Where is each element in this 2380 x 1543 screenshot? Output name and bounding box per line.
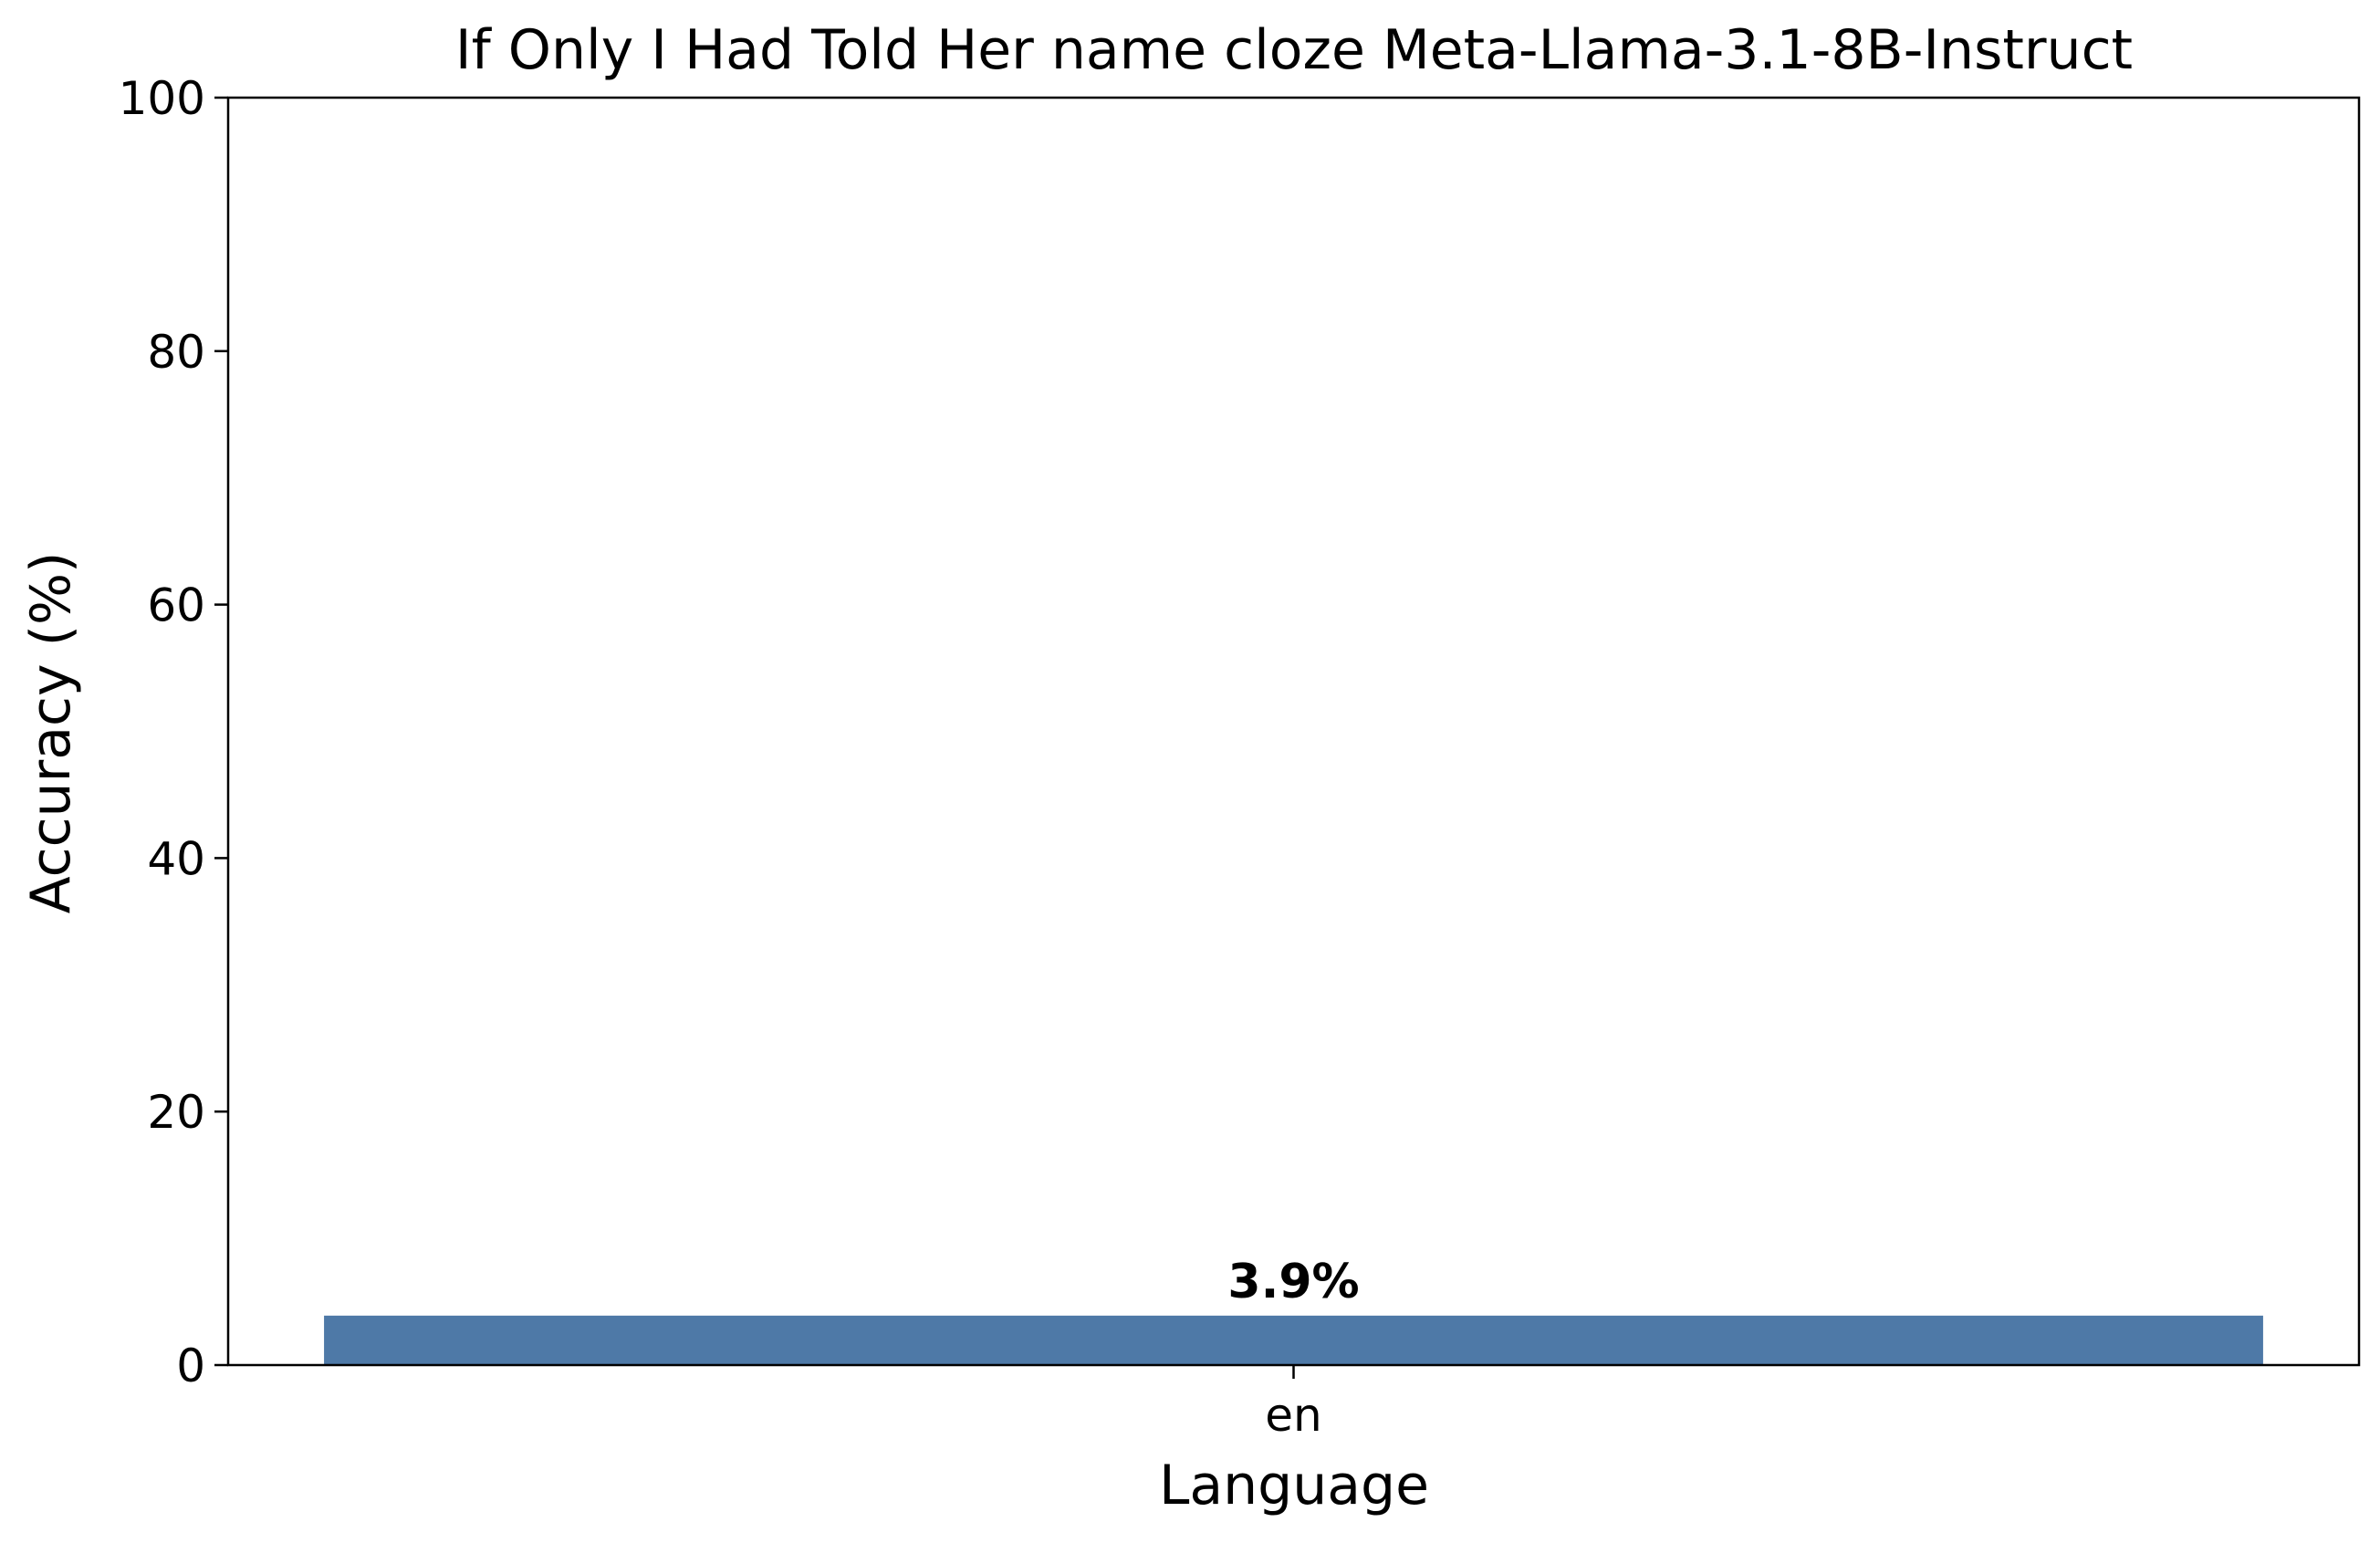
bar-en bbox=[324, 1315, 2263, 1365]
x-tick-label: en bbox=[1265, 1389, 1321, 1442]
y-axis-ticks: 0 20 40 60 80 100 bbox=[119, 72, 228, 1392]
x-axis-ticks: en bbox=[1265, 1365, 1322, 1442]
y-tick-label: 100 bbox=[119, 72, 205, 125]
x-axis-label: Language bbox=[1159, 1454, 1429, 1517]
data-labels: 3.9% bbox=[1227, 1255, 1359, 1309]
y-tick-label: 40 bbox=[147, 832, 205, 885]
bar-value-label: 3.9% bbox=[1227, 1255, 1359, 1309]
plot-frame bbox=[226, 96, 2361, 1367]
y-tick-label: 20 bbox=[147, 1086, 205, 1139]
y-axis-label: Accuracy (%) bbox=[19, 552, 83, 914]
y-tick-label: 60 bbox=[147, 579, 205, 632]
y-tick-label: 80 bbox=[147, 326, 205, 379]
chart-title: If Only I Had Told Her name cloze Meta-L… bbox=[455, 18, 2133, 82]
y-tick-label: 0 bbox=[176, 1340, 205, 1392]
bars bbox=[324, 1315, 2263, 1365]
